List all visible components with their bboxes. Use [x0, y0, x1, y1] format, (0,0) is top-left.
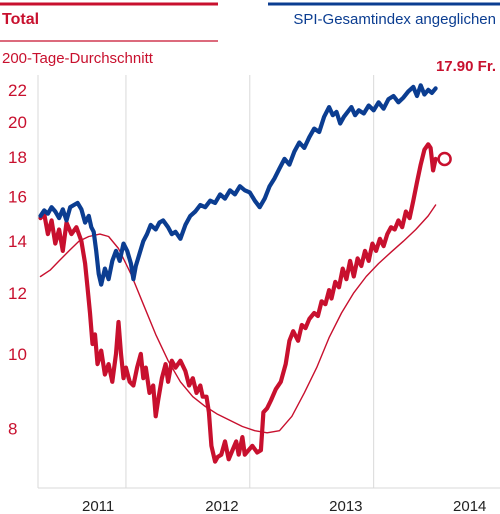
legend-avg-label: 200-Tage-Durchschnitt — [2, 50, 154, 67]
series-total-line — [38, 142, 438, 464]
y-tick-label: 20 — [8, 113, 27, 132]
legend-total-label: Total — [2, 11, 39, 28]
y-tick-label: 14 — [8, 232, 27, 251]
series-spi-line — [38, 83, 438, 287]
y-tick-label: 10 — [8, 345, 27, 364]
y-tick-label: 8 — [8, 420, 17, 439]
x-tick-label: 2011 — [82, 498, 114, 514]
last-price-label: 17.90 Fr. — [436, 58, 496, 75]
x-tick-labels: 2011 2012 2013 2014 — [82, 498, 486, 514]
y-tick-label: 16 — [8, 188, 27, 207]
total-last-point-marker — [437, 151, 452, 167]
x-tick-label: 2014 — [453, 498, 486, 514]
grid — [37, 75, 500, 489]
x-tick-label: 2012 — [205, 498, 238, 514]
series-average-line — [39, 204, 437, 434]
y-tick-label: 22 — [8, 81, 27, 100]
series-lines — [38, 83, 452, 464]
y-tick-label: 12 — [8, 284, 27, 303]
x-tick-label: 2013 — [329, 498, 362, 514]
legend-spi-label: SPI-Gesamtindex angeglichen — [293, 11, 496, 28]
y-tick-labels: 8 10 12 14 16 18 20 22 — [8, 81, 27, 439]
y-tick-label: 18 — [8, 148, 27, 167]
